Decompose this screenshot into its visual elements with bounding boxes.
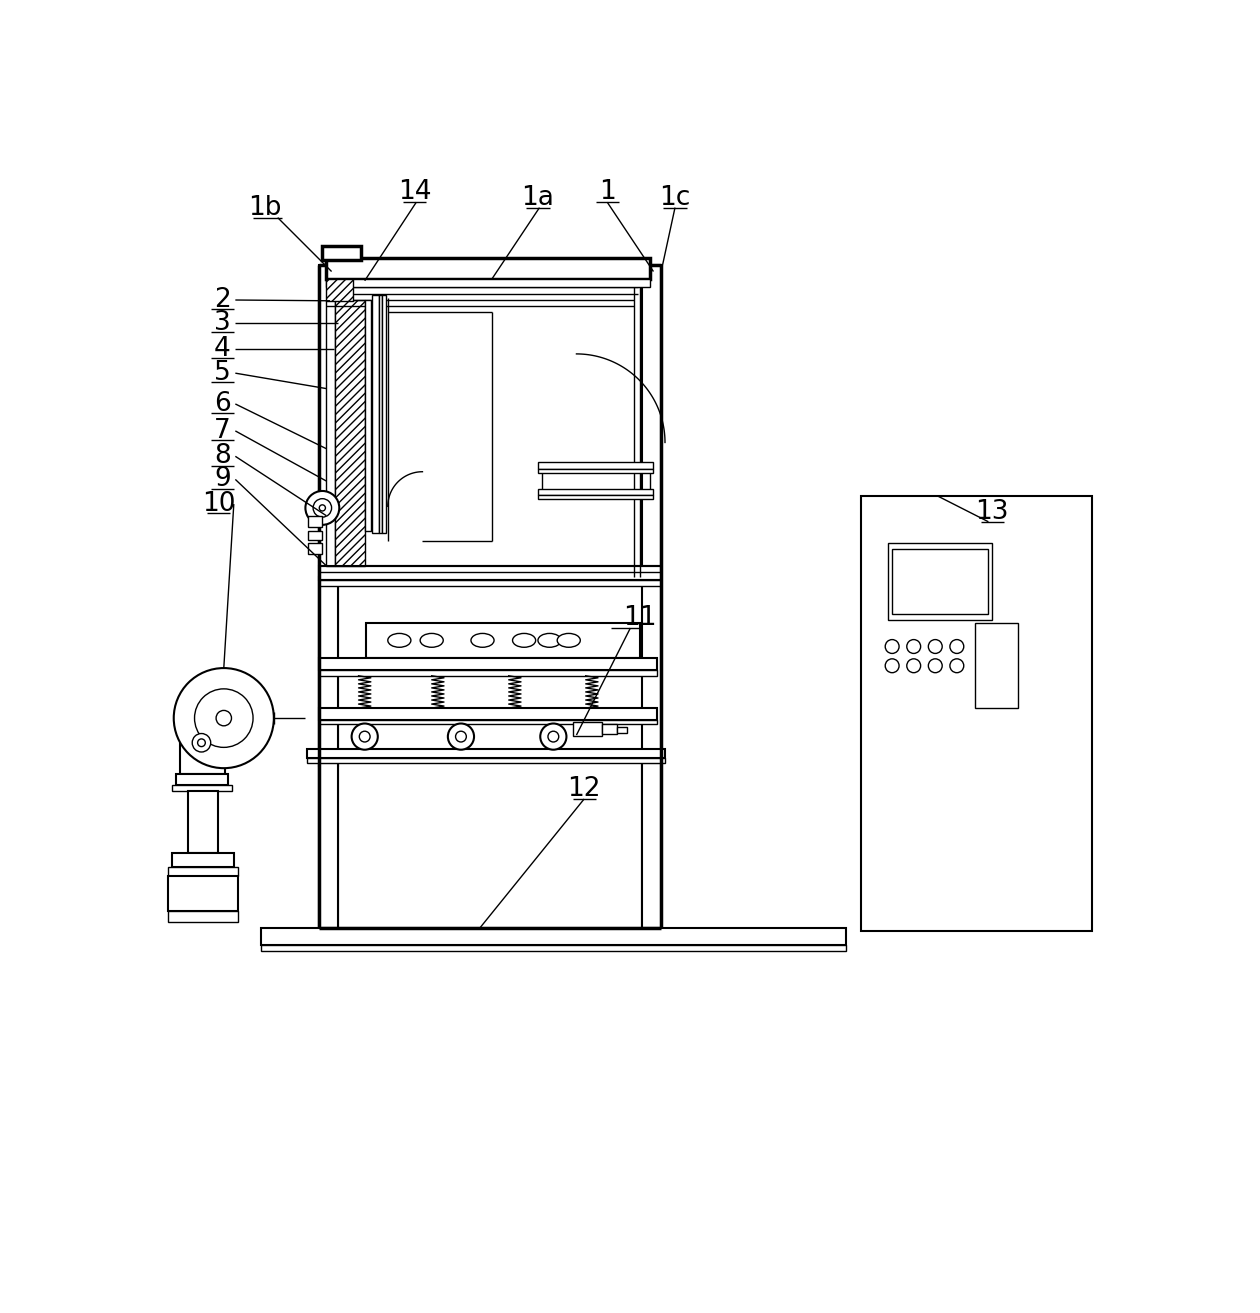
Bar [261, 927, 845, 944]
Bar [641, 265, 662, 935]
Ellipse shape [538, 633, 561, 647]
Text: 14: 14 [398, 179, 431, 205]
Bar [319, 579, 662, 586]
Bar [307, 748, 665, 758]
Bar [169, 867, 238, 876]
Bar [862, 496, 1092, 931]
Circle shape [886, 639, 900, 654]
Circle shape [907, 639, 921, 654]
Circle shape [359, 731, 370, 742]
Bar [975, 624, 1018, 708]
Bar [892, 549, 988, 614]
Circle shape [886, 659, 900, 672]
Bar [180, 739, 224, 773]
Bar [319, 265, 338, 765]
Circle shape [548, 731, 558, 742]
Text: 3: 3 [214, 310, 231, 336]
Circle shape [929, 659, 942, 672]
Text: 1b: 1b [248, 194, 281, 221]
Circle shape [217, 710, 232, 726]
Bar [367, 624, 640, 658]
Bar [319, 763, 338, 928]
Bar [319, 578, 338, 935]
Circle shape [950, 639, 964, 654]
Bar [641, 763, 662, 928]
Ellipse shape [420, 633, 444, 647]
Bar [373, 294, 378, 533]
Bar [538, 462, 654, 470]
Text: 4: 4 [214, 336, 231, 361]
Circle shape [174, 668, 273, 768]
Bar [176, 773, 228, 785]
Circle shape [312, 499, 331, 517]
Bar [888, 542, 992, 620]
Bar [572, 722, 602, 735]
Text: 9: 9 [214, 466, 231, 492]
Bar [319, 566, 662, 579]
Bar [383, 294, 387, 533]
Bar [319, 720, 658, 723]
Bar [364, 299, 370, 530]
Text: 8: 8 [214, 444, 231, 469]
Circle shape [305, 491, 339, 525]
Circle shape [907, 659, 921, 672]
Ellipse shape [388, 633, 411, 647]
Bar [538, 488, 654, 495]
Text: 11: 11 [622, 605, 656, 632]
Bar [538, 495, 654, 499]
Text: 12: 12 [567, 776, 601, 802]
Bar [169, 876, 238, 911]
Bar [169, 911, 238, 922]
Bar [538, 470, 654, 473]
Circle shape [193, 734, 210, 752]
Circle shape [198, 739, 205, 747]
Bar [309, 530, 323, 540]
Bar [173, 853, 234, 867]
Bar [309, 542, 323, 554]
Ellipse shape [557, 633, 581, 647]
Text: 1a: 1a [522, 185, 554, 210]
Circle shape [929, 639, 942, 654]
Ellipse shape [513, 633, 536, 647]
Bar [307, 758, 665, 763]
Circle shape [541, 723, 567, 750]
Text: 1: 1 [598, 179, 616, 205]
Ellipse shape [471, 633, 494, 647]
Bar [335, 299, 364, 566]
Circle shape [319, 504, 325, 511]
Circle shape [352, 723, 378, 750]
Text: 13: 13 [975, 499, 1009, 525]
Bar [261, 944, 845, 951]
Bar [378, 294, 383, 533]
Bar [323, 246, 360, 260]
Bar [309, 516, 323, 527]
Bar [326, 280, 353, 301]
Circle shape [950, 659, 964, 672]
Circle shape [456, 731, 466, 742]
Text: 2: 2 [214, 288, 231, 312]
Bar [326, 257, 650, 280]
Bar [188, 792, 218, 853]
Bar [173, 785, 232, 792]
Circle shape [194, 689, 253, 747]
Text: 7: 7 [214, 418, 231, 444]
Text: 10: 10 [202, 491, 236, 517]
Circle shape [447, 723, 474, 750]
Text: 6: 6 [214, 391, 231, 418]
Text: 1c: 1c [659, 185, 690, 210]
Bar [617, 726, 626, 733]
Bar [319, 708, 658, 720]
Bar [326, 299, 335, 566]
Text: 5: 5 [214, 360, 231, 386]
Bar [319, 670, 658, 676]
Bar [319, 658, 658, 670]
Bar [326, 280, 650, 288]
Bar [602, 725, 617, 734]
